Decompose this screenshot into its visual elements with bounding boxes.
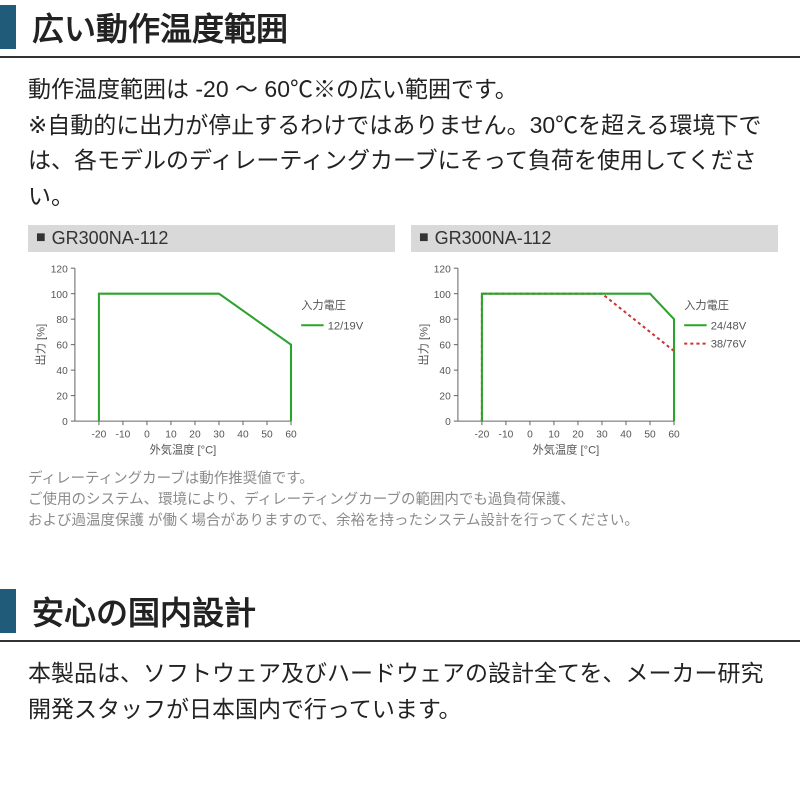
svg-text:100: 100: [434, 289, 451, 300]
svg-text:外気温度 [°C]: 外気温度 [°C]: [533, 442, 600, 456]
svg-text:出力 [%]: 出力 [%]: [33, 323, 47, 365]
svg-text:60: 60: [285, 429, 297, 440]
svg-text:20: 20: [189, 429, 201, 440]
svg-text:20: 20: [572, 429, 584, 440]
svg-text:50: 50: [644, 429, 656, 440]
chart-model-1: GR300NA-112: [52, 228, 169, 249]
svg-text:80: 80: [439, 315, 451, 326]
svg-text:-20: -20: [92, 429, 107, 440]
chart-block-2: ■ GR300NA-112 0 20 40 60 80 100 120 -20 -10 0 10 20…: [411, 225, 778, 462]
svg-text:50: 50: [261, 429, 273, 440]
svg-text:100: 100: [51, 289, 68, 300]
svg-text:10: 10: [548, 429, 560, 440]
chart-caption: ディレーティングカーブは動作推奨値です。ご使用のシステム、環境により、ディレーテ…: [0, 461, 800, 546]
section-title-1: 広い動作温度範囲: [32, 4, 288, 50]
svg-text:20: 20: [56, 391, 68, 402]
svg-text:入力電圧: 入力電圧: [684, 299, 729, 312]
svg-text:0: 0: [62, 417, 68, 428]
section-body-1: 動作温度範囲は -20 ～ 60℃※の広い範囲です。※自動的に出力が停止するわけ…: [0, 58, 800, 225]
svg-text:24/48V: 24/48V: [711, 320, 747, 332]
svg-text:120: 120: [434, 264, 451, 275]
svg-text:12/19V: 12/19V: [328, 320, 364, 332]
accent-bar: [0, 589, 16, 633]
section-body-2: 本製品は、ソフトウェア及びハードウェアの設計全てを、メーカー研究開発スタッフが日…: [0, 642, 800, 737]
svg-text:0: 0: [144, 429, 150, 440]
svg-text:60: 60: [56, 340, 68, 351]
square-bullet-icon: ■: [419, 229, 429, 247]
svg-text:出力 [%]: 出力 [%]: [416, 323, 430, 365]
svg-text:0: 0: [445, 417, 451, 428]
svg-text:外気温度 [°C]: 外気温度 [°C]: [150, 442, 217, 456]
section-header-1: 広い動作温度範囲: [0, 0, 800, 58]
square-bullet-icon: ■: [36, 229, 46, 247]
svg-text:10: 10: [165, 429, 177, 440]
svg-text:40: 40: [237, 429, 249, 440]
svg-text:60: 60: [668, 429, 680, 440]
derating-chart-1: 0 20 40 60 80 100 120 -20 -10 0 10 20 30 40 50 60 外気温度 […: [28, 258, 395, 462]
svg-text:40: 40: [620, 429, 632, 440]
svg-text:0: 0: [527, 429, 533, 440]
section-header-2: 安心の国内設計: [0, 584, 800, 642]
svg-text:40: 40: [56, 366, 68, 377]
chart-model-2: GR300NA-112: [435, 228, 552, 249]
svg-text:-20: -20: [475, 429, 490, 440]
chart-block-1: ■ GR300NA-112 0 20 40 60 80 100 120 -20 -10 0 10 20…: [28, 225, 395, 462]
derating-chart-2: 0 20 40 60 80 100 120 -20 -10 0 10 20 30 40 50 60 外気温度 […: [411, 258, 778, 462]
svg-text:60: 60: [439, 340, 451, 351]
charts-row: ■ GR300NA-112 020406080100120-20-1001020…: [0, 225, 800, 462]
svg-text:入力電圧: 入力電圧: [301, 299, 346, 312]
svg-text:-10: -10: [116, 429, 131, 440]
chart-label-1: ■ GR300NA-112: [28, 225, 395, 252]
svg-text:30: 30: [213, 429, 225, 440]
svg-text:40: 40: [439, 366, 451, 377]
svg-text:-10: -10: [499, 429, 514, 440]
section-title-2: 安心の国内設計: [32, 588, 256, 634]
svg-text:38/76V: 38/76V: [711, 338, 747, 350]
svg-text:30: 30: [596, 429, 608, 440]
svg-text:120: 120: [51, 264, 68, 275]
chart-label-2: ■ GR300NA-112: [411, 225, 778, 252]
accent-bar: [0, 5, 16, 49]
svg-text:80: 80: [56, 315, 68, 326]
svg-text:20: 20: [439, 391, 451, 402]
